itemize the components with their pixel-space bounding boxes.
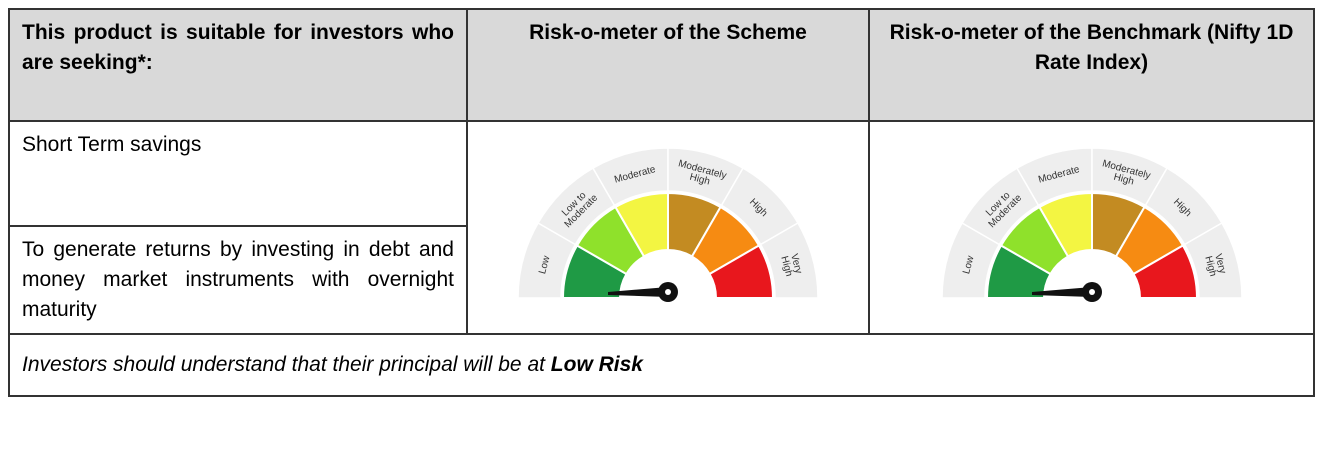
- footer-text: Investors should understand that their p…: [22, 353, 551, 376]
- needle-dot: [665, 289, 671, 295]
- needle-dot: [1089, 289, 1095, 295]
- objective-cell: To generate returns by investing in debt…: [9, 226, 467, 334]
- objective-cell: Short Term savings: [9, 121, 467, 226]
- header-cell: This product is suitable for investors w…: [9, 9, 467, 121]
- footer-cell: Investors should understand that their p…: [9, 334, 1314, 396]
- suitability-table: This product is suitable for investors w…: [8, 8, 1315, 397]
- footer-emphasis: Low Risk: [551, 353, 643, 376]
- header-cell: Risk-o-meter of the Scheme: [467, 9, 869, 121]
- page: This product is suitable for investors w…: [0, 0, 1323, 461]
- header-cell: Risk-o-meter of the Benchmark (Nifty 1D …: [869, 9, 1314, 121]
